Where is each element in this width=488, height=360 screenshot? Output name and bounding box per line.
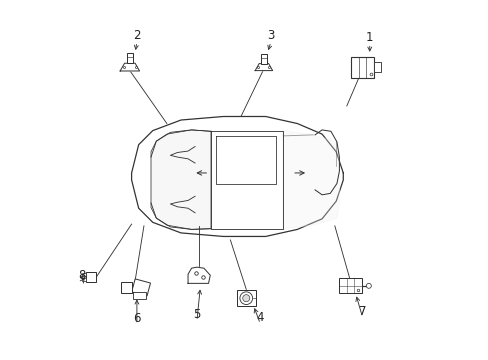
Bar	[126, 53, 133, 63]
Bar	[261, 54, 266, 64]
Polygon shape	[151, 130, 210, 229]
Text: 4: 4	[256, 311, 264, 324]
Polygon shape	[282, 131, 339, 229]
Text: 5: 5	[193, 308, 200, 321]
Text: 8: 8	[78, 270, 85, 283]
Polygon shape	[255, 64, 272, 71]
Bar	[350, 57, 373, 78]
Circle shape	[240, 292, 252, 305]
Bar	[81, 278, 86, 280]
Text: 2: 2	[133, 29, 141, 42]
Bar	[81, 274, 86, 276]
Text: 1: 1	[365, 31, 373, 44]
Polygon shape	[131, 117, 343, 237]
Polygon shape	[120, 63, 139, 71]
Circle shape	[366, 283, 370, 288]
Bar	[86, 273, 96, 282]
Text: 7: 7	[358, 305, 366, 318]
Bar	[121, 282, 131, 293]
Bar	[338, 278, 361, 293]
Bar	[133, 292, 145, 299]
Circle shape	[242, 294, 249, 302]
Text: 6: 6	[133, 312, 141, 325]
Bar	[373, 62, 380, 72]
Bar	[131, 279, 150, 296]
Text: 3: 3	[267, 29, 274, 42]
Polygon shape	[188, 267, 210, 283]
Bar	[236, 290, 255, 306]
